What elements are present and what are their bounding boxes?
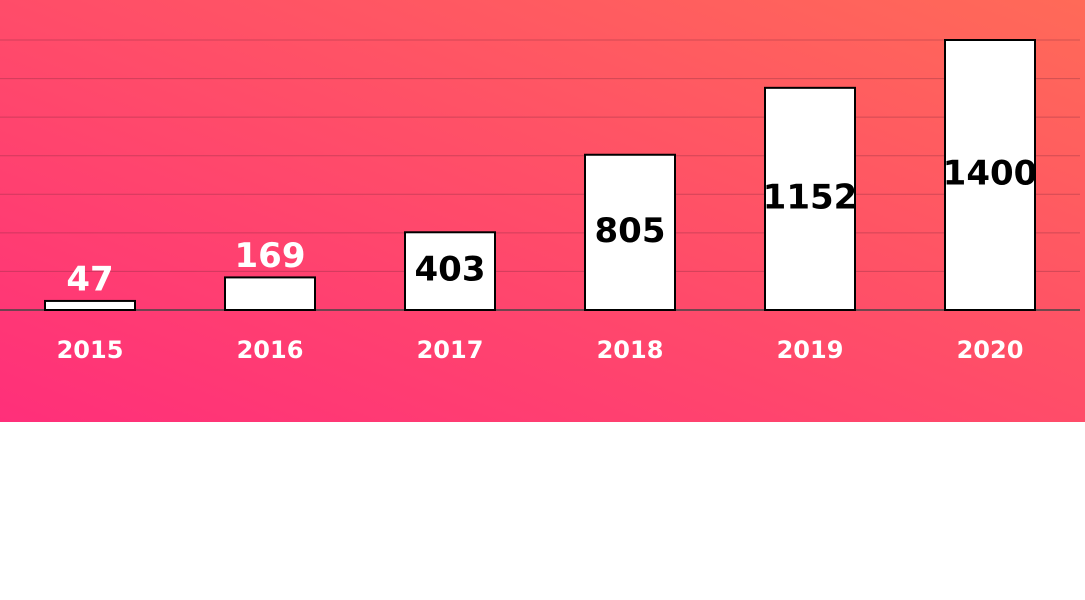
x-tick-label: 2020 bbox=[957, 336, 1024, 364]
bar bbox=[584, 153, 676, 311]
x-tick-label: 2017 bbox=[417, 336, 484, 364]
value-label: 403 bbox=[415, 250, 486, 290]
x-tick-label: 2018 bbox=[597, 336, 664, 364]
bar bbox=[764, 86, 856, 312]
value-label: 47 bbox=[66, 259, 113, 299]
chart-background bbox=[0, 0, 1085, 422]
bar bbox=[44, 299, 136, 311]
bar bbox=[224, 276, 316, 311]
value-label: 169 bbox=[235, 236, 306, 276]
bar bbox=[944, 39, 1036, 311]
value-label: 1152 bbox=[763, 177, 858, 217]
value-label: 805 bbox=[595, 211, 666, 251]
x-tick-label: 2016 bbox=[237, 336, 304, 364]
bar bbox=[404, 231, 496, 311]
x-tick-label: 2015 bbox=[57, 336, 124, 364]
value-label: 1400 bbox=[943, 154, 1038, 194]
x-tick-label: 2019 bbox=[777, 336, 844, 364]
